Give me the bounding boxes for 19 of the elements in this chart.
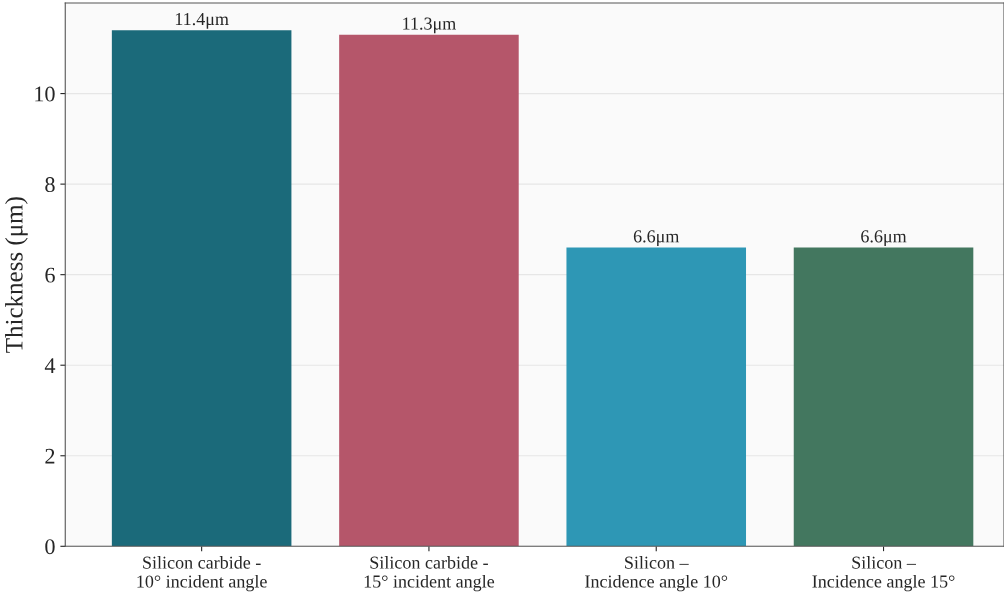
y-axis-title: Thickness (μm): [5, 197, 28, 353]
bar: [111, 30, 292, 547]
data-label: 11.4μm: [175, 13, 229, 29]
data-label: 11.3μm: [403, 17, 456, 34]
y-tick-label: 6: [45, 267, 55, 283]
x-tick-label: Silicon – Incidence angle 15°: [812, 556, 955, 592]
y-tick-label: 4: [44, 358, 56, 373]
bar: [566, 247, 747, 547]
bar: [793, 247, 974, 547]
data-label: 6.6μm: [633, 230, 680, 247]
y-tick-label: 2: [45, 448, 55, 464]
x-tick-label: Silicon carbide - 15° incident angle: [364, 556, 495, 592]
x-tick-label: Silicon carbide - 10° incident angle: [137, 556, 267, 592]
y-tick-label: 10: [35, 86, 55, 102]
bar: [339, 34, 519, 547]
y-tick-label: 0: [45, 539, 55, 555]
y-tick-label: 8: [45, 177, 55, 193]
x-tick-label: Silicon – Incidence angle 10°: [585, 556, 728, 592]
data-label: 6.6μm: [861, 230, 907, 247]
